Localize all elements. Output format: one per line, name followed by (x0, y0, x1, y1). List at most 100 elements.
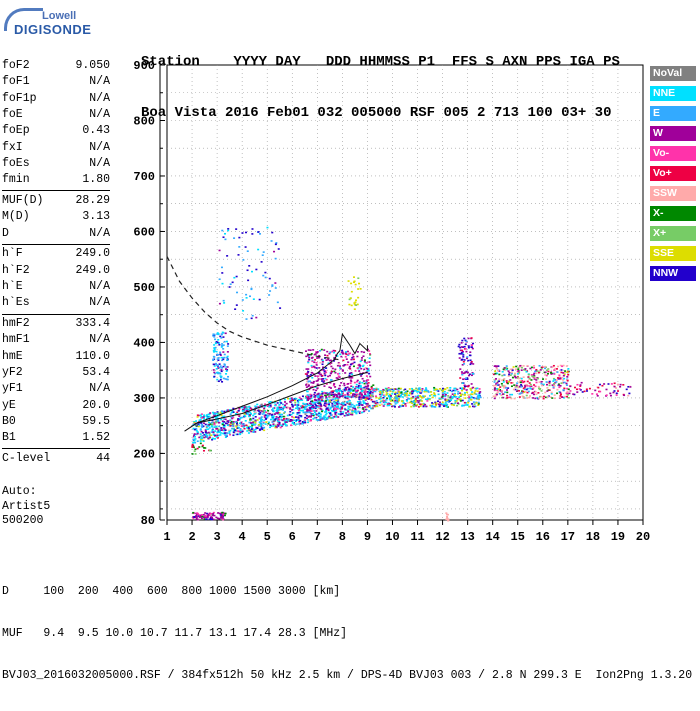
echo-point (370, 407, 373, 410)
echo-point (336, 394, 339, 396)
x-tick-label: 16 (536, 530, 550, 544)
echo-point (307, 360, 310, 363)
echo-point (422, 403, 425, 406)
echo-point (475, 388, 478, 390)
echo-point (213, 336, 216, 338)
echo-point (358, 370, 361, 372)
echo-point (519, 381, 522, 384)
echo-point (258, 298, 261, 301)
echo-point (473, 391, 476, 394)
echo-point (306, 354, 309, 357)
echo-point (393, 405, 396, 407)
echo-point (212, 411, 215, 414)
echo-point (378, 397, 381, 400)
echo-point (334, 390, 337, 392)
echo-point (198, 436, 201, 439)
echo-point (558, 377, 561, 380)
echo-point (341, 390, 344, 393)
echo-point (516, 376, 519, 379)
echo-point (366, 367, 369, 370)
echo-point (357, 410, 360, 413)
echo-point (347, 382, 350, 385)
echo-point (315, 406, 318, 408)
param-label: fmin (2, 173, 30, 187)
echo-point (466, 356, 469, 358)
echo-point (236, 419, 239, 421)
echo-point (391, 393, 394, 395)
echo-point (258, 423, 261, 426)
echo-point (314, 403, 317, 406)
echo-point (278, 412, 281, 414)
echo-point (348, 367, 351, 369)
echo-point (427, 397, 430, 400)
echo-point (430, 404, 433, 407)
echo-point (307, 397, 310, 400)
echo-point (243, 415, 246, 418)
echo-point (462, 360, 465, 363)
echo-point (250, 422, 253, 424)
echo-point (285, 402, 288, 405)
echo-point (306, 378, 309, 380)
echo-point (428, 398, 431, 401)
echo-point (535, 381, 538, 384)
x-tick-label: 17 (561, 530, 575, 544)
echo-point (525, 370, 528, 373)
echo-point (363, 388, 366, 391)
param-value: N/A (89, 333, 110, 347)
echo-point (494, 395, 497, 398)
echo-point (345, 353, 348, 356)
param-label: hmF1 (2, 333, 30, 347)
echo-point (404, 391, 407, 393)
echo-point (417, 390, 420, 393)
echo-point (362, 406, 365, 409)
echo-point (559, 394, 562, 397)
echo-point (461, 349, 464, 352)
echo-point (563, 373, 566, 376)
echo-point (192, 446, 195, 449)
echo-point (215, 367, 218, 370)
echo-point (223, 514, 226, 517)
echo-point (259, 233, 262, 235)
echo-point (349, 392, 352, 394)
echo-point (359, 400, 362, 403)
echo-point (353, 395, 356, 398)
echo-point (245, 293, 248, 296)
echo-point (245, 297, 248, 299)
echo-point (336, 389, 339, 391)
echo-point (371, 400, 374, 403)
echo-point (513, 397, 516, 400)
echo-point (321, 397, 324, 399)
echo-point (359, 372, 362, 375)
echo-point (313, 410, 316, 412)
echo-point (333, 390, 336, 392)
param-label: yE (2, 398, 16, 412)
echo-point (349, 379, 352, 382)
echo-point (344, 408, 347, 411)
lowell-digisonde-logo: Lowell DIGISONDE (4, 8, 91, 40)
echo-point (246, 412, 249, 414)
echo-point (285, 406, 288, 409)
echo-point (359, 386, 362, 388)
echo-point (349, 352, 352, 355)
echo-point (218, 512, 221, 515)
echo-point (447, 395, 450, 397)
muf-row: MUF 9.4 9.5 10.0 10.7 11.7 13.1 17.4 28.… (2, 627, 348, 640)
echo-point (227, 228, 230, 230)
echo-point (451, 393, 454, 395)
echo-point (394, 391, 397, 394)
echo-point (307, 380, 310, 383)
echo-point (335, 401, 338, 404)
echo-point (344, 352, 347, 355)
echo-point (529, 383, 532, 386)
echo-point (323, 380, 326, 382)
echo-point (321, 369, 324, 371)
echo-point (304, 350, 307, 352)
echo-point (421, 403, 424, 406)
echo-point (269, 400, 272, 403)
echo-point (451, 396, 454, 399)
echo-point (348, 396, 351, 398)
echo-point (536, 396, 539, 399)
echo-point (493, 381, 496, 383)
echo-point (449, 396, 452, 399)
